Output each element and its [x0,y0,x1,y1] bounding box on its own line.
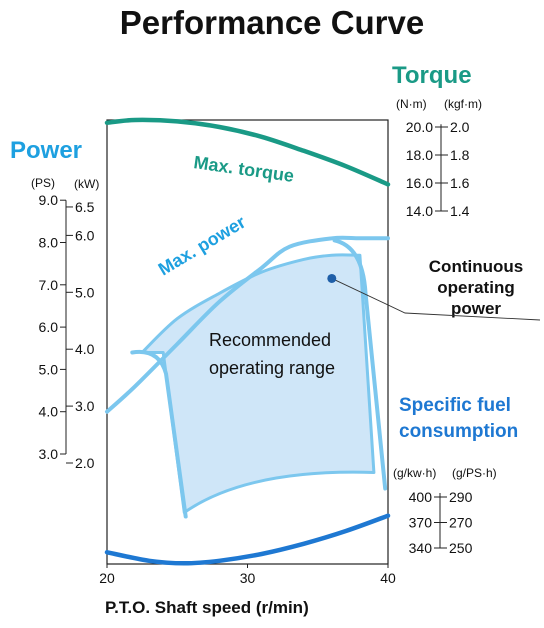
kw-tick-label: 2.0 [75,455,95,471]
nm-unit-label: (N·m) [396,97,427,111]
max-torque-label: Max. torque [192,152,295,186]
gkwh-tick-label: 340 [409,540,433,556]
continuous-power-label: Continuous operating power [416,256,536,319]
range-label-line2: operating range [209,358,335,378]
range-left-boundary [130,349,188,519]
continuous-line1: Continuous [428,257,524,276]
nm-tick-label: 20.0 [406,119,433,135]
max-power-curve [105,235,390,414]
gkwh-unit-label: (g/kw·h) [393,466,436,480]
nm-tick-label: 16.0 [406,175,433,191]
ps-tick-label: 6.0 [39,319,59,335]
range-right-boundary [332,238,388,491]
fuel-title-line2: consumption [399,421,519,442]
kw-tick-label: 3.0 [75,398,95,414]
torque-axis-title: Torque [392,62,472,89]
ps-tick-label: 5.0 [39,361,59,377]
ps-tick-label: 9.0 [39,192,59,208]
gpsh-unit-label: (g/PS·h) [452,466,497,480]
kgfm-tick-label: 1.6 [450,175,470,191]
x-tick-label: 30 [240,570,256,586]
kgfm-tick-label: 1.8 [450,147,470,163]
kgfm-tick-label: 2.0 [450,119,470,135]
gpsh-tick-label: 250 [449,540,473,556]
kw-tick-label: 6.0 [75,227,95,243]
continuous-power-marker [327,273,337,283]
kw-unit-label: (kW) [74,177,99,191]
fuel-axis-title: Specific fuel consumption [399,393,518,445]
max-torque-curve [104,117,391,187]
recommended-range-area [140,253,376,514]
fuel-title-line1: Specific fuel [399,395,511,416]
range-label-line1: Recommended [209,330,331,350]
x-tick-label: 40 [380,570,396,586]
continuous-leader-line [331,278,541,321]
continuous-line2: operating [437,278,515,297]
gpsh-tick-label: 270 [449,515,473,531]
kgfm-tick-label: 1.4 [450,203,470,219]
page-title: Performance Curve [119,4,425,41]
max-power-label: Max. power [155,212,249,280]
ps-unit-label: (PS) [31,176,55,190]
x-axis-title: P.T.O. Shaft speed (r/min) [105,598,309,617]
power-axis-title: Power [10,137,83,164]
kw-tick-label: 5.0 [75,284,95,300]
fuel-consumption-curve [104,513,391,566]
kw-tick-label: 4.0 [75,341,95,357]
gkwh-tick-label: 400 [409,489,433,505]
kgfm-unit-label: (kgf·m) [444,97,482,111]
continuous-line3: power [450,299,502,318]
gpsh-tick-label: 290 [449,489,473,505]
ps-tick-label: 7.0 [39,277,59,293]
ps-tick-label: 4.0 [39,404,59,420]
nm-tick-label: 14.0 [406,203,433,219]
ps-tick-label: 3.0 [39,446,59,462]
x-tick-label: 20 [99,570,115,586]
kw-tick-label: 6.5 [75,199,95,215]
ps-tick-label: 8.0 [39,235,59,251]
gkwh-tick-label: 370 [409,515,433,531]
nm-tick-label: 18.0 [406,147,433,163]
